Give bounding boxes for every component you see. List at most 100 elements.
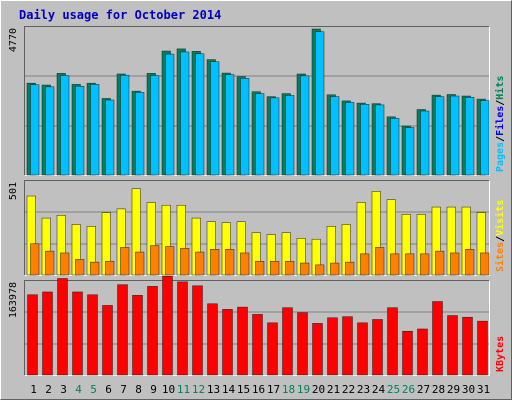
bar-top-files-day-29 <box>450 95 460 176</box>
bar-top-files-day-18 <box>285 95 295 176</box>
bar-top-files-day-8 <box>135 92 145 176</box>
bar-top-files-day-4 <box>75 85 85 176</box>
bar-top-files-day-17 <box>270 97 280 176</box>
legend-kbytes: KBytes <box>495 336 506 372</box>
x-tick-day-1: 1 <box>30 383 37 396</box>
bar-middle-sites-day-23 <box>360 253 370 276</box>
bar-top-files-day-21 <box>330 96 340 176</box>
panel-top: 4770 Pages/Files/Hits <box>8 26 506 176</box>
bar-bottom-kbytes-day-22 <box>342 316 353 376</box>
bar-middle-sites-day-30 <box>465 249 475 276</box>
bar-bottom-kbytes-day-20 <box>312 323 323 376</box>
bar-middle-sites-day-5 <box>90 261 100 276</box>
bar-bottom-kbytes-day-6 <box>102 305 113 376</box>
bar-middle-sites-day-4 <box>75 259 85 276</box>
side-legend-bottom: KBytes <box>495 336 506 372</box>
bar-bottom-kbytes-day-16 <box>252 314 263 376</box>
x-tick-day-8: 8 <box>135 383 142 396</box>
x-axis-tick-labels: 1 2 3 4 5 6 7 8 9 10 11 12 13 14 15 16 17 18 19 20 21 22 23 24 2… <box>30 383 490 396</box>
bar-middle-sites-day-22 <box>345 261 355 276</box>
y-max-label-top: 4770 <box>8 28 19 52</box>
x-tick-day-23: 23 <box>357 383 370 396</box>
bar-bottom-kbytes-day-12 <box>192 285 203 376</box>
bar-top-files-day-22 <box>345 102 355 176</box>
bar-top-files-day-23 <box>360 104 370 176</box>
bars-middle <box>26 188 490 276</box>
bar-middle-sites-day-9 <box>150 245 160 276</box>
legend-sites: Sites <box>494 242 506 272</box>
bar-middle-sites-day-1 <box>30 243 40 276</box>
bars-bottom <box>27 276 488 376</box>
side-legend-top: Pages/Files/Hits <box>494 76 506 172</box>
x-tick-day-17: 17 <box>267 383 280 396</box>
bar-bottom-kbytes-day-30 <box>462 316 473 376</box>
bar-middle-sites-day-21 <box>330 262 340 276</box>
x-tick-day-14: 14 <box>222 383 236 396</box>
x-tick-day-26: 26 <box>402 383 415 396</box>
bar-middle-sites-day-19 <box>300 262 310 276</box>
bar-top-files-day-5 <box>90 84 100 176</box>
bar-top-files-day-11 <box>180 51 190 176</box>
bar-middle-sites-day-8 <box>135 251 145 276</box>
chart-title: Daily usage for October 2014 <box>19 8 221 22</box>
bar-bottom-kbytes-day-31 <box>477 320 488 376</box>
bar-bottom-kbytes-day-8 <box>132 295 143 376</box>
bar-bottom-kbytes-day-26 <box>402 330 413 376</box>
x-tick-day-6: 6 <box>105 383 112 396</box>
bar-bottom-kbytes-day-25 <box>387 307 398 376</box>
bar-middle-sites-day-15 <box>240 252 250 276</box>
bar-middle-sites-day-10 <box>165 246 175 276</box>
bar-middle-sites-day-3 <box>60 252 70 276</box>
bar-middle-sites-day-12 <box>195 251 205 276</box>
x-tick-day-5: 5 <box>90 383 97 396</box>
x-tick-day-18: 18 <box>282 383 295 396</box>
side-legend-middle: Sites/Visits <box>494 200 506 272</box>
y-max-label-middle: 501 <box>8 182 19 200</box>
bar-bottom-kbytes-day-7 <box>117 284 128 376</box>
bar-middle-sites-day-29 <box>450 252 460 276</box>
plot-bevel-dark <box>24 180 490 276</box>
bar-middle-sites-day-11 <box>180 248 190 276</box>
x-tick-day-19: 19 <box>297 383 310 396</box>
bar-bottom-kbytes-day-17 <box>267 322 278 376</box>
bar-middle-sites-day-28 <box>435 250 445 276</box>
bar-bottom-kbytes-day-3 <box>57 278 68 376</box>
x-tick-day-12: 12 <box>192 383 205 396</box>
x-tick-day-3: 3 <box>60 383 67 396</box>
bar-bottom-kbytes-day-21 <box>327 317 338 376</box>
x-tick-day-11: 11 <box>177 383 190 396</box>
bar-top-files-day-6 <box>105 99 115 176</box>
bar-top-files-day-19 <box>300 75 310 176</box>
x-tick-day-30: 30 <box>462 383 475 396</box>
bar-middle-sites-day-7 <box>120 247 130 276</box>
bar-middle-sites-day-20 <box>315 264 325 276</box>
x-tick-day-2: 2 <box>45 383 52 396</box>
bar-bottom-kbytes-day-29 <box>447 315 458 376</box>
bar-middle-sites-day-16 <box>255 260 265 276</box>
bar-top-files-day-27 <box>420 110 430 176</box>
bar-bottom-kbytes-day-2 <box>42 291 53 376</box>
panel-middle: 501 Sites/Visits <box>8 180 506 276</box>
bar-bottom-kbytes-day-15 <box>237 306 248 376</box>
bar-bottom-kbytes-day-19 <box>297 312 308 376</box>
bar-middle-sites-day-18 <box>285 260 295 276</box>
bar-top-files-day-20 <box>315 31 325 176</box>
legend-separator: / <box>495 136 506 142</box>
plot-bevel-light <box>24 26 490 176</box>
bar-middle-sites-day-6 <box>105 260 115 276</box>
bar-top-files-day-10 <box>165 53 175 176</box>
bar-bottom-kbytes-day-24 <box>372 319 383 376</box>
x-tick-day-16: 16 <box>252 383 265 396</box>
panel-bottom: 163978 KBytes <box>8 276 506 376</box>
bar-bottom-kbytes-day-11 <box>177 281 188 376</box>
bar-top-files-day-31 <box>480 100 490 176</box>
bar-bottom-kbytes-day-5 <box>87 294 98 376</box>
x-tick-day-29: 29 <box>447 383 460 396</box>
bar-bottom-kbytes-day-23 <box>357 322 368 376</box>
bar-top-files-day-13 <box>210 61 220 176</box>
x-tick-day-4: 4 <box>75 383 82 396</box>
legend-visits: Visits <box>494 200 506 236</box>
bar-top-files-day-15 <box>240 78 250 176</box>
x-tick-day-15: 15 <box>237 383 250 396</box>
